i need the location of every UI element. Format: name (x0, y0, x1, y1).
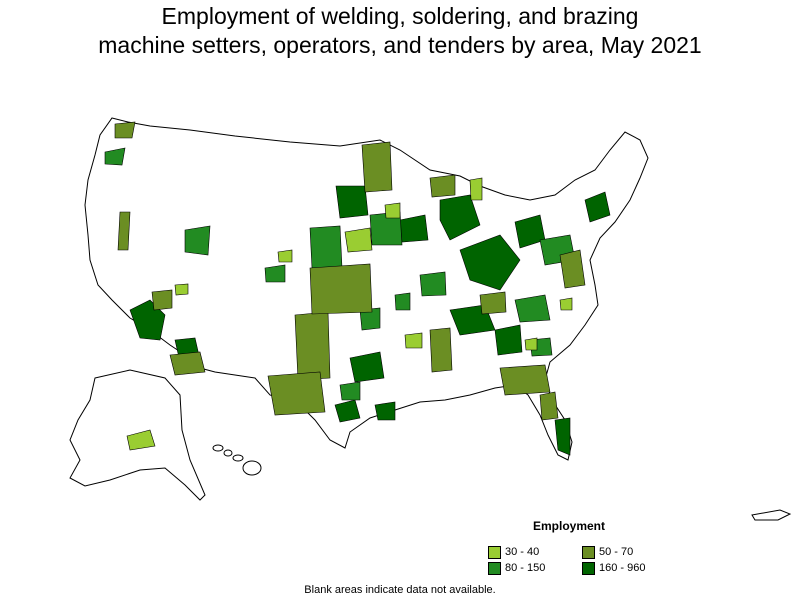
legend-label: 50 - 70 (599, 546, 634, 558)
area-patch (309, 225, 343, 269)
legend-swatch (488, 545, 501, 559)
area-patch (151, 289, 173, 311)
area-patch (384, 202, 401, 219)
data-availability-note: Blank areas indicate data not available. (304, 584, 496, 596)
legend-label: 30 - 40 (505, 546, 540, 558)
legend-swatch (488, 561, 501, 575)
area-patch (469, 177, 483, 201)
legend-title: Employment (533, 519, 606, 533)
area-patch (419, 271, 447, 297)
area-patch (114, 121, 136, 139)
area-patch (174, 283, 189, 296)
legend-swatch (582, 545, 595, 559)
area-patch (514, 294, 551, 323)
legend-item-80-150: 80 - 150 (488, 561, 545, 575)
map-title: Employment of welding, soldering, and br… (0, 2, 800, 60)
area-patch (539, 391, 559, 421)
area-patch (359, 307, 381, 331)
area-patch (559, 297, 573, 311)
legend-item-30-40: 30 - 40 (488, 545, 539, 559)
area-patch (499, 364, 551, 396)
area-patch (584, 191, 611, 223)
area-patch (349, 351, 385, 383)
employment-areas (104, 121, 611, 456)
area-patch (459, 234, 521, 291)
legend-label: 80 - 150 (505, 562, 546, 574)
area-patch (399, 214, 429, 243)
area-patch (559, 249, 586, 289)
title-line-2: machine setters, operators, and tenders … (98, 32, 702, 58)
area-patch (524, 337, 538, 351)
puerto-rico-outline (751, 509, 792, 521)
area-patch (554, 417, 571, 456)
area-patch (404, 332, 423, 349)
area-patch (309, 263, 373, 315)
legend-item-50-70: 50 - 70 (582, 545, 633, 559)
area-patch (344, 227, 373, 253)
legend-item-160-960: 160 - 960 (582, 561, 645, 575)
area-patch (335, 185, 369, 219)
area-patch (479, 291, 507, 315)
area-patch (169, 351, 206, 376)
area-patch (494, 324, 523, 356)
area-patch (429, 174, 456, 198)
area-patch (294, 311, 331, 381)
area-patch (184, 225, 211, 256)
legend-swatch (582, 561, 595, 575)
area-patch (126, 429, 156, 451)
area-patch (374, 401, 396, 421)
legend-label: 160 - 960 (599, 562, 646, 574)
area-patch (267, 371, 326, 416)
area-patch (429, 327, 453, 373)
area-patch (439, 194, 481, 241)
area-patch (339, 381, 361, 401)
area-patch (394, 292, 411, 311)
area-patch (277, 249, 293, 263)
area-patch (264, 264, 286, 283)
hawaii-islands (212, 444, 262, 476)
area-patch (117, 211, 131, 251)
area-patch (104, 147, 126, 166)
area-patch (361, 141, 393, 193)
title-line-1: Employment of welding, soldering, and br… (161, 3, 639, 29)
area-patch (334, 399, 361, 423)
